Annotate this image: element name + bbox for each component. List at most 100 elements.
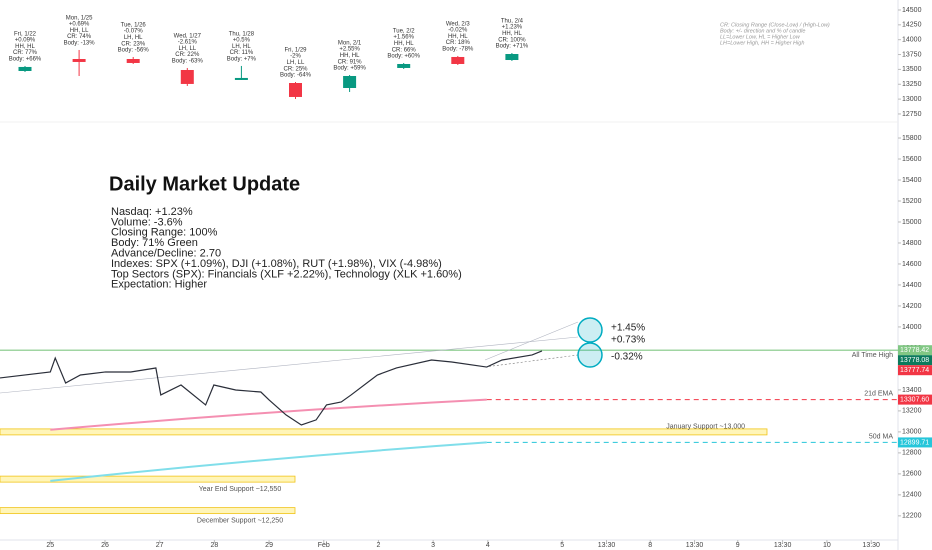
price-tag — [898, 365, 932, 376]
candle-label: Mon, 1/25 — [66, 15, 93, 21]
candle-label: Wed, 1/27 — [174, 33, 202, 39]
candle-body — [234, 77, 248, 80]
y-tick-label: 14800 — [902, 240, 922, 247]
x-tick-label: 5 — [560, 542, 564, 549]
x-tick-label: 13:30 — [862, 542, 880, 549]
candle-label: Body: +7% — [227, 57, 257, 63]
candle-label: CR: 23% — [121, 41, 146, 47]
candle-label: HH, LL — [70, 28, 89, 34]
candle-label: CR: 100% — [498, 37, 526, 43]
candle-label: Thu, 1/28 — [229, 31, 255, 37]
projection-circle — [577, 342, 603, 368]
y-tick-label: 14000 — [902, 324, 922, 331]
candle-label: CR: 77% — [13, 50, 38, 56]
candle-label: Fri, 1/29 — [284, 47, 307, 53]
y2-tick-label: 13250 — [902, 81, 922, 88]
x-tick-label: 3 — [431, 542, 435, 549]
y-tick-label: 14600 — [902, 261, 922, 268]
candle-label: HH, HL — [340, 53, 360, 59]
candle-label: Body: +59% — [333, 66, 366, 72]
note-line: Top Sectors (SPX): Financials (XLF +2.22… — [111, 268, 462, 280]
candle-label: Mon, 2/1 — [338, 40, 362, 46]
x-tick-label: 25 — [46, 542, 54, 549]
x-tick-label: 2 — [376, 542, 380, 549]
support-zone — [0, 475, 296, 483]
candle-label: Body: -78% — [442, 47, 474, 53]
y-tick-label: 12200 — [902, 513, 922, 520]
candle-label: +1.23% — [502, 25, 523, 31]
indicator-line — [50, 398, 487, 431]
candle-label: CR: 91% — [338, 59, 363, 65]
projection-label: +1.45% — [611, 323, 645, 334]
y2-tick-label: 14500 — [902, 7, 922, 14]
y-tick-label: 13000 — [902, 429, 922, 436]
candle-label: +1.56% — [393, 35, 414, 41]
candle-label: HH, HL — [448, 34, 468, 40]
candle-label: LH, HL — [124, 35, 143, 41]
note-line: Indexes: SPX (+1.09%), DJI (+1.08%), RUT… — [111, 258, 442, 270]
candle-label: Body: +71% — [496, 44, 529, 50]
y2-tick-label: 14250 — [902, 22, 922, 29]
price-tag — [898, 345, 932, 356]
trend-line — [0, 336, 579, 394]
candle-label: -2.61% — [178, 40, 198, 46]
legend-note: CR: Closing Range (Close-Low) / (High-Lo… — [720, 22, 830, 28]
y2-tick-label: 12750 — [902, 111, 922, 118]
x-tick-label: 29 — [265, 542, 273, 549]
y-tick-label: 12400 — [902, 492, 922, 499]
y-tick-label: 14400 — [902, 282, 922, 289]
indicator-name: 50d MA — [869, 433, 893, 440]
y-tick-label: 13400 — [902, 387, 922, 394]
candle-body — [505, 54, 519, 61]
indicator-tag-label: 12899.71 — [900, 439, 929, 446]
y-tick-label: 14200 — [902, 303, 922, 310]
chart-title: Daily Market Update — [109, 173, 300, 195]
x-tick-label: 9 — [736, 542, 740, 549]
x-tick-label: 13:30 — [686, 542, 704, 549]
support-zone — [0, 507, 296, 515]
x-tick-label: 4 — [486, 542, 490, 549]
projection-label: -0.32% — [611, 352, 643, 363]
x-tick-label: 27 — [156, 542, 164, 549]
candle-body — [18, 66, 32, 72]
candle-body — [126, 58, 140, 63]
candle-label: Body: -56% — [118, 48, 150, 54]
candle-label: -2% — [290, 54, 301, 60]
price-tag — [898, 355, 932, 366]
price-tag-label: 13778.42 — [900, 347, 929, 354]
support-label: January Support ~13,000 — [666, 424, 745, 431]
candle-label: Wed, 2/3 — [446, 21, 471, 27]
candle-label: +2.55% — [339, 47, 360, 53]
candle-label: -0.02% — [448, 28, 468, 34]
indicator-line — [50, 441, 487, 482]
projection-label: +0.73% — [611, 335, 645, 346]
candle-label: CR: 66% — [392, 47, 417, 53]
y-tick-label: 13200 — [902, 408, 922, 415]
candle-label: Body: -13% — [64, 41, 96, 47]
x-tick-label: 10 — [823, 542, 831, 549]
y-tick-label: 15600 — [902, 156, 922, 163]
legend-note: LL=Lower Low, HL = Higher Low — [720, 34, 801, 40]
candle-label: +0.09% — [15, 38, 36, 44]
support-zone — [0, 428, 768, 436]
candle-label: +0.69% — [69, 22, 90, 28]
candle-label: HH, HL — [394, 41, 414, 47]
x-tick-label: 28 — [210, 542, 218, 549]
support-label: December Support ~12,250 — [197, 517, 283, 524]
candle-body — [343, 75, 357, 88]
x-tick-label: Feb — [318, 542, 330, 549]
candle-label: LH, LL — [178, 46, 196, 52]
y-tick-label: 15400 — [902, 177, 922, 184]
candle-label: HH, HL — [502, 31, 522, 37]
candle-label: CR: 22% — [175, 52, 200, 58]
candle-body — [451, 56, 465, 64]
candle-body — [397, 63, 411, 68]
level-name: All Time High — [852, 352, 893, 359]
candle-label: CR: 25% — [283, 66, 308, 72]
candle-label: Tue, 1/26 — [121, 22, 147, 28]
candle-label: LH, LL — [287, 60, 305, 66]
candle-label: Body: -64% — [280, 73, 312, 79]
note-line: Nasdaq: +1.23% — [111, 206, 193, 218]
candle-label: CR: 18% — [446, 40, 471, 46]
